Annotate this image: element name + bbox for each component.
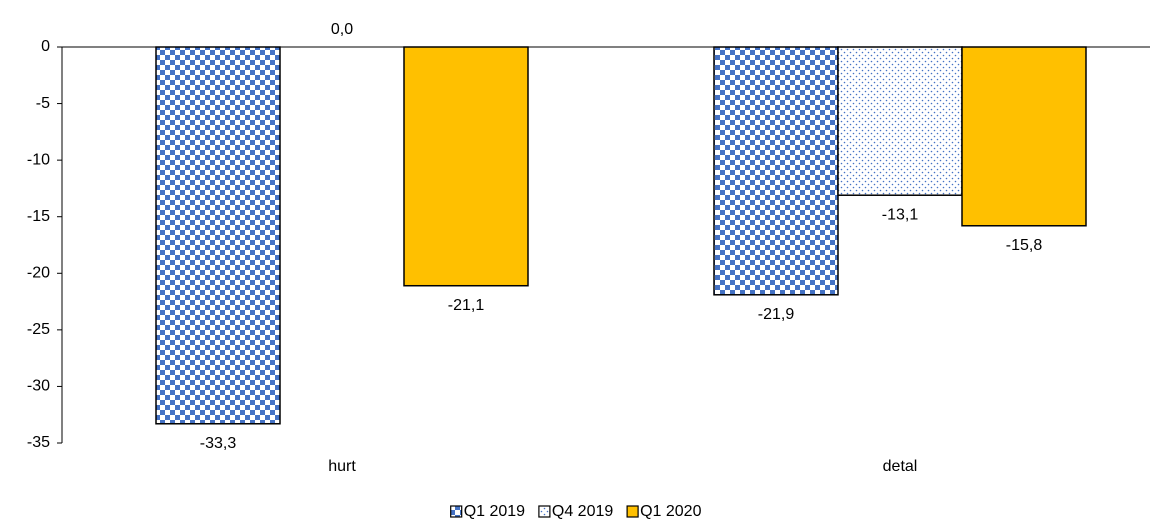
y-tick-label: -25 [27,321,50,338]
x-tick-label: detal [883,458,918,475]
bar [403,46,529,287]
data-label: -21,9 [758,306,795,323]
y-tick-label: -35 [27,434,50,451]
legend-swatch [626,505,639,518]
legend-swatch [538,505,551,518]
bar [837,46,963,196]
data-label: 0,0 [331,21,353,38]
legend-label: Q1 2020 [640,503,701,520]
bar [961,46,1087,227]
data-label: -15,8 [1006,237,1043,254]
legend-label: Q1 2019 [464,503,525,520]
data-label: -33,3 [200,435,237,452]
y-tick-label: -5 [36,95,50,112]
y-tick-label: -10 [27,151,50,168]
legend-label: Q4 2019 [552,503,613,520]
y-tick-label: -20 [27,265,50,282]
bar [155,46,281,425]
y-tick-label: -15 [27,208,50,225]
bar [713,46,839,296]
data-label: -21,1 [448,297,485,314]
y-tick-label: -30 [27,378,50,395]
y-tick-label: 0 [41,38,50,55]
data-label: -13,1 [882,206,919,223]
x-tick-label: hurt [328,458,356,475]
legend-swatch [450,505,463,518]
